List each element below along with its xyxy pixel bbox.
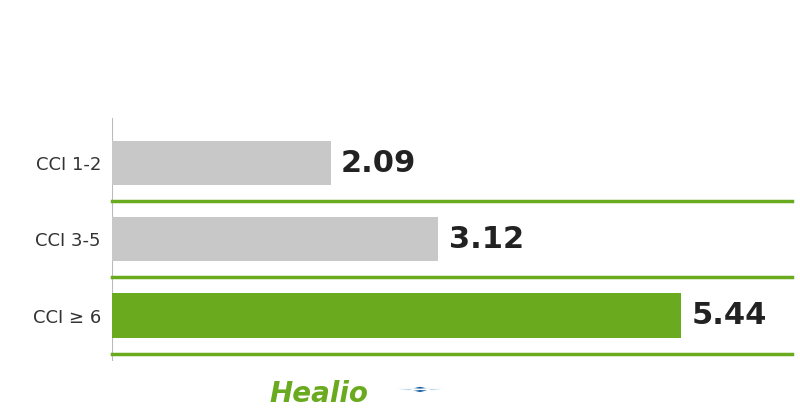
Text: scores among adults with pulmonary embolism:: scores among adults with pulmonary embol… [158,70,642,88]
Polygon shape [409,389,431,393]
Polygon shape [409,386,431,389]
Text: 2.09: 2.09 [341,149,417,178]
Text: 3.12: 3.12 [449,225,524,254]
Text: Adjusted odds for in-hospital mortality based on comorbidity: Adjusted odds for in-hospital mortality … [91,29,709,47]
Text: Healio: Healio [269,380,368,407]
Bar [112,141,330,185]
Bar [112,217,438,262]
Text: 5.44: 5.44 [691,301,767,330]
Polygon shape [420,388,464,390]
Polygon shape [376,388,420,390]
Bar [112,294,681,338]
